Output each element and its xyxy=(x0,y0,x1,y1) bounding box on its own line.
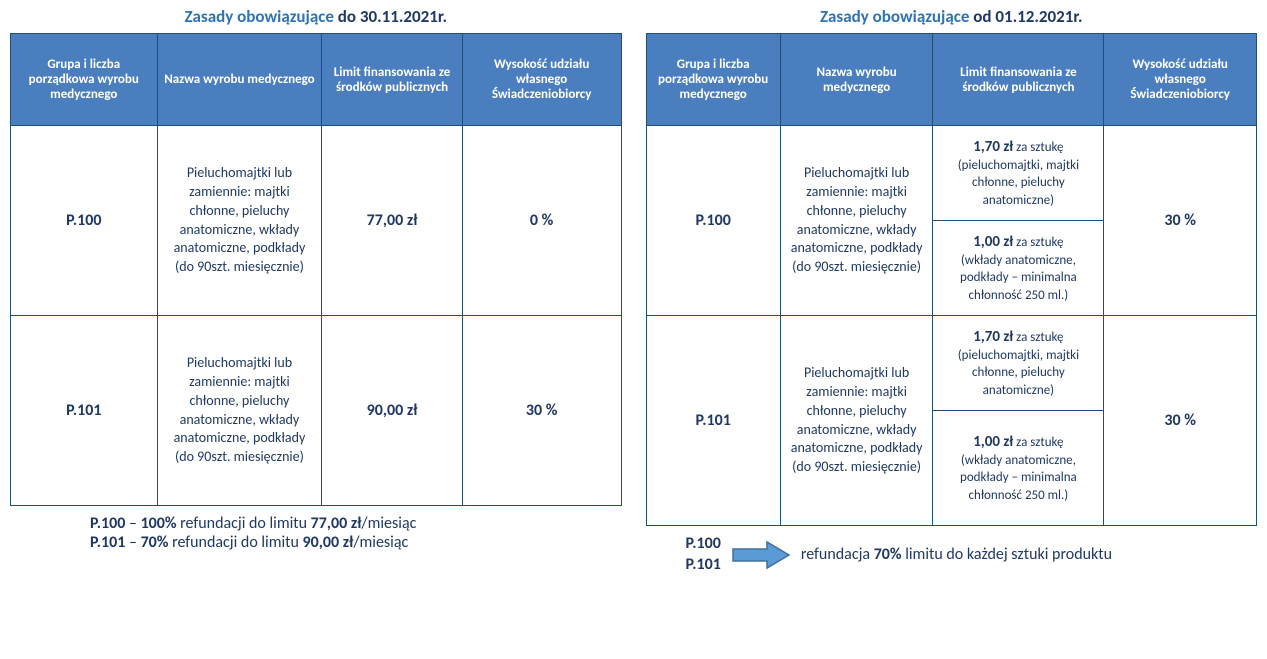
footer-amount: 90,00 zł xyxy=(303,533,354,552)
footer-code: P.100 xyxy=(686,534,721,555)
footer-codes: P.100 P.101 xyxy=(686,534,721,576)
limit-note: (wkłady anatomiczne, podkłady – minimaln… xyxy=(960,453,1077,503)
cell-share: 30 % xyxy=(1104,126,1257,316)
footer-text: /miesiąc xyxy=(353,533,408,552)
footer-code: P.100 xyxy=(90,514,125,533)
footer-text: refundacja 70% limitu do każdej sztuki p… xyxy=(801,545,1112,564)
limit-unit: za sztukę xyxy=(1013,435,1063,450)
table-before: Grupa i liczba porządkowa wyrobu medyczn… xyxy=(10,33,622,506)
title-lead: Zasady obowiązujące xyxy=(820,6,973,27)
panel-after: Zasady obowiązujące od 01.12.2021r. Grup… xyxy=(646,6,1258,576)
title-lead: Zasady obowiązujące xyxy=(185,6,338,27)
arrow-shape xyxy=(733,542,789,568)
table-row: P.101 Pieluchomajtki lub zamiennie: majt… xyxy=(11,316,622,506)
col-header: Grupa i liczba porządkowa wyrobu medyczn… xyxy=(646,34,780,126)
col-header: Wysokość udziału własnego Świadczeniobio… xyxy=(1104,34,1257,126)
limit-price: 1,70 zł xyxy=(973,328,1013,346)
page: Zasady obowiązujące do 30.11.2021r. Grup… xyxy=(10,6,1257,576)
title-tail: od 01.12.2021r. xyxy=(973,6,1082,27)
cell-desc: Pieluchomajtki lub zamiennie: majtki chł… xyxy=(780,126,933,316)
panel-before-title: Zasady obowiązujące do 30.11.2021r. xyxy=(10,6,622,27)
footer-pct: 100% xyxy=(141,514,177,533)
cell-desc: Pieluchomajtki lub zamiennie: majtki chł… xyxy=(780,316,933,526)
col-header: Nazwa wyrobu medycznego xyxy=(780,34,933,126)
col-header: Nazwa wyrobu medycznego xyxy=(157,34,322,126)
footer-text: refundacja xyxy=(801,545,874,564)
limit-note: (pieluchomajtki, majtki chłonne, pieluch… xyxy=(958,348,1079,398)
footer-code: P.101 xyxy=(686,555,721,576)
table-row: P.101 Pieluchomajtki lub zamiennie: majt… xyxy=(646,316,1257,411)
col-header: Wysokość udziału własnego Świadczeniobio… xyxy=(462,34,621,126)
cell-limit-a: 1,70 zł za sztukę (pieluchomajtki, majtk… xyxy=(933,126,1104,221)
table-header-row: Grupa i liczba porządkowa wyrobu medyczn… xyxy=(646,34,1257,126)
footer-text: refundacji do limitu xyxy=(168,533,302,552)
footer-line: P.100 – 100% refundacji do limitu 77,00 … xyxy=(90,514,622,533)
col-header: Limit finansowania ze środków publicznyc… xyxy=(933,34,1104,126)
limit-price: 1,70 zł xyxy=(973,138,1013,156)
footer-text: /miesiąc xyxy=(361,514,416,533)
arrow-right-icon xyxy=(731,538,791,572)
title-tail: do 30.11.2021r. xyxy=(338,6,447,27)
limit-unit: za sztukę xyxy=(1013,235,1063,250)
col-header: Grupa i liczba porządkowa wyrobu medyczn… xyxy=(11,34,158,126)
limit-note: (wkłady anatomiczne, podkłady – minimaln… xyxy=(960,253,1077,303)
footer-before: P.100 – 100% refundacji do limitu 77,00 … xyxy=(10,514,622,552)
footer-line: P.101 – 70% refundacji do limitu 90,00 z… xyxy=(90,533,622,552)
cell-desc: Pieluchomajtki lub zamiennie: majtki chł… xyxy=(157,316,322,506)
cell-share: 30 % xyxy=(462,316,621,506)
col-header: Limit finansowania ze środków publicznyc… xyxy=(322,34,462,126)
cell-share: 30 % xyxy=(1104,316,1257,526)
table-after: Grupa i liczba porządkowa wyrobu medyczn… xyxy=(646,33,1258,526)
footer-amount: 77,00 zł xyxy=(311,514,362,533)
limit-price: 1,00 zł xyxy=(973,233,1013,251)
cell-code: P.101 xyxy=(646,316,780,526)
panel-before: Zasady obowiązujące do 30.11.2021r. Grup… xyxy=(10,6,622,552)
table-row: P.100 Pieluchomajtki lub zamiennie: majt… xyxy=(11,126,622,316)
cell-share: 0 % xyxy=(462,126,621,316)
cell-code: P.101 xyxy=(11,316,158,506)
table-header-row: Grupa i liczba porządkowa wyrobu medyczn… xyxy=(11,34,622,126)
cell-limit: 77,00 zł xyxy=(322,126,462,316)
footer-pct: 70% xyxy=(874,545,902,564)
cell-limit-b: 1,00 zł za sztukę (wkłady anatomiczne, p… xyxy=(933,411,1104,526)
limit-unit: za sztukę xyxy=(1013,330,1063,345)
limit-price: 1,00 zł xyxy=(973,433,1013,451)
cell-code: P.100 xyxy=(646,126,780,316)
table-row: P.100 Pieluchomajtki lub zamiennie: majt… xyxy=(646,126,1257,221)
limit-unit: za sztukę xyxy=(1013,140,1063,155)
footer-after: P.100 P.101 refundacja 70% limitu do każ… xyxy=(646,534,1258,576)
footer-text: limitu do każdej sztuki produktu xyxy=(902,545,1112,564)
cell-code: P.100 xyxy=(11,126,158,316)
cell-limit-b: 1,00 zł za sztukę (wkłady anatomiczne, p… xyxy=(933,221,1104,316)
footer-pct: 70% xyxy=(141,533,169,552)
footer-code: P.101 xyxy=(90,533,125,552)
footer-text: refundacji do limitu xyxy=(177,514,311,533)
limit-note: (pieluchomajtki, majtki chłonne, pieluch… xyxy=(958,158,1079,208)
cell-desc: Pieluchomajtki lub zamiennie: majtki chł… xyxy=(157,126,322,316)
cell-limit: 90,00 zł xyxy=(322,316,462,506)
panel-after-title: Zasady obowiązujące od 01.12.2021r. xyxy=(646,6,1258,27)
cell-limit-a: 1,70 zł za sztukę (pieluchomajtki, majtk… xyxy=(933,316,1104,411)
